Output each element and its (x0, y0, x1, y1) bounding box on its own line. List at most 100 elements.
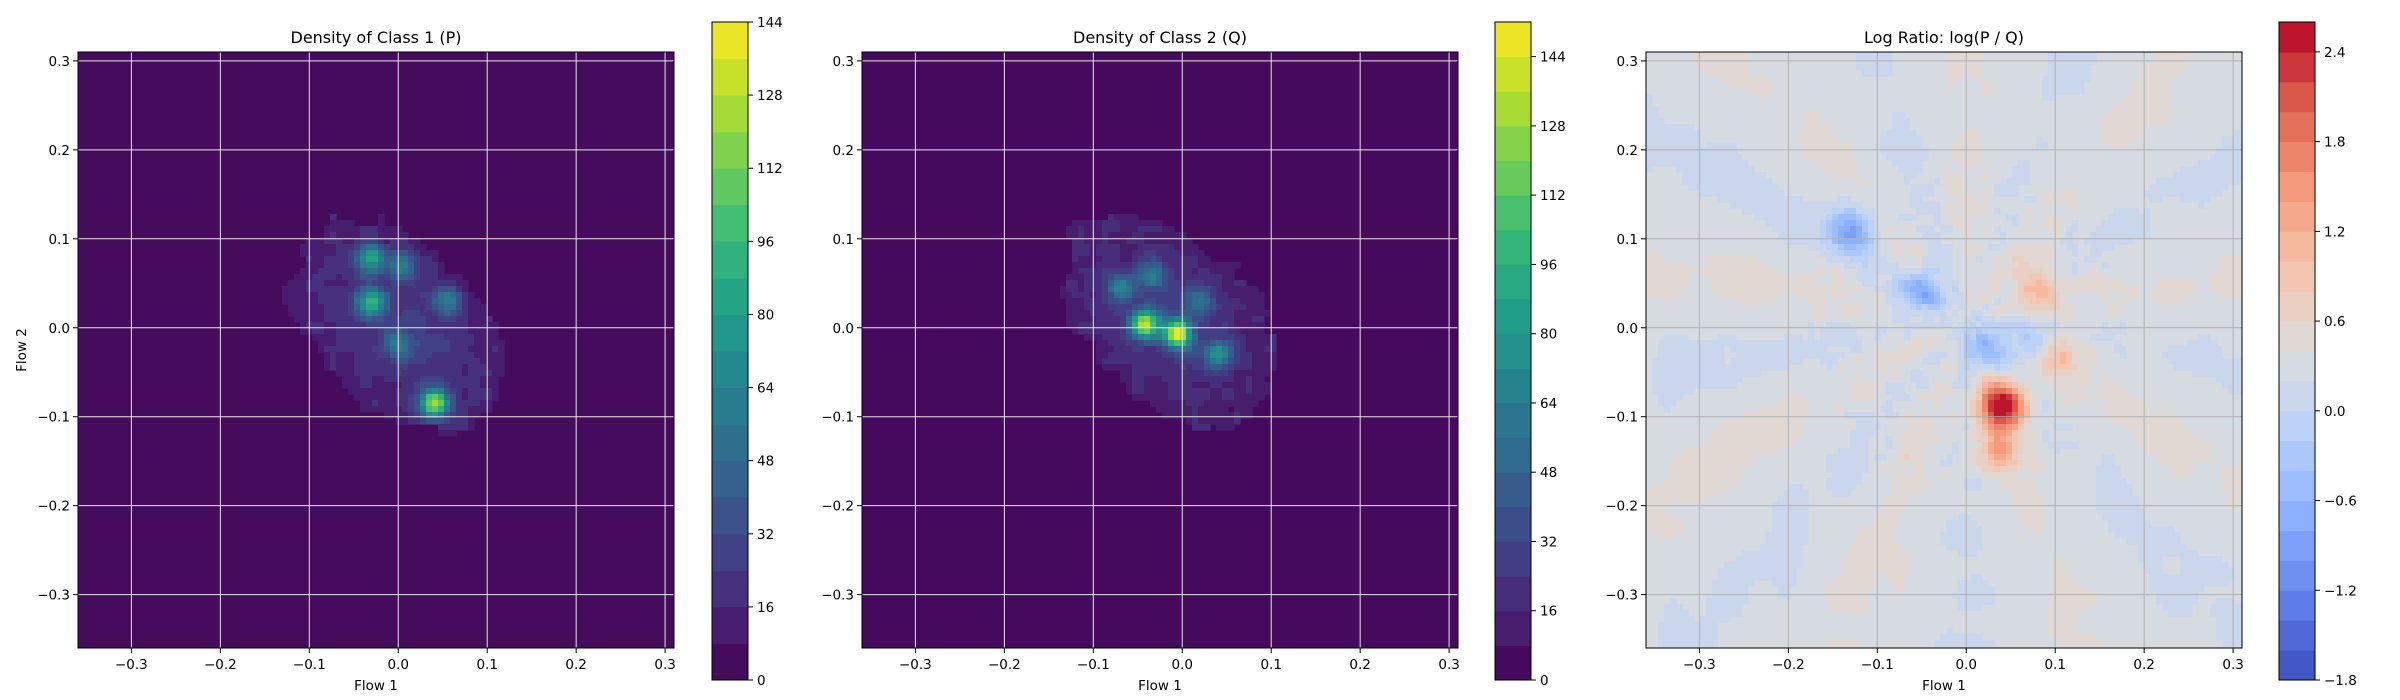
colorbar-segment (712, 277, 748, 315)
colorbar-tick-label: 1.2 (2324, 224, 2345, 240)
colorbar-tick-label: 0 (1540, 673, 1549, 689)
x-tick-label: 0.2 (2133, 657, 2154, 673)
axes-frame (861, 51, 1459, 649)
colorbar-segment (1495, 264, 1531, 300)
colorbar-segment (2279, 530, 2315, 561)
colorbar-tick-label: 16 (757, 600, 774, 616)
colorbar-tick-label: −0.6 (2324, 494, 2357, 510)
y-tick-label: 0.1 (833, 232, 854, 248)
colorbar: 0 16 32 48 64 80 96 112 128 144 (711, 15, 783, 689)
y-tick-label: −0.2 (821, 499, 854, 515)
colorbar-segment (712, 606, 748, 644)
colorbar-segment (1495, 333, 1531, 369)
x-tick-label: −0.2 (988, 657, 1021, 673)
axes-frame (77, 51, 675, 649)
y-tick-label: 0.2 (1617, 143, 1638, 159)
colorbar-segment (712, 460, 748, 498)
x-axis-label: Flow 1 (1922, 678, 1966, 694)
x-tick-label: −0.2 (1772, 657, 1805, 673)
y-tick-label: 0.1 (1617, 232, 1638, 248)
colorbar-segment (712, 22, 748, 60)
x-tick-label: −0.1 (293, 657, 326, 673)
x-tick-label: −0.3 (1683, 657, 1716, 673)
colorbar-segment (1495, 576, 1531, 612)
colorbar-segment (712, 533, 748, 571)
x-axis-label: Flow 1 (354, 678, 398, 694)
colorbar-segment (1495, 402, 1531, 439)
colorbar-segment (1495, 160, 1531, 196)
x-tick-label: 0.3 (654, 657, 675, 673)
colorbar-segment (2279, 380, 2315, 412)
x-tick-label: 0.1 (1260, 657, 1281, 673)
colorbar-tick-label: 2.4 (2324, 45, 2345, 61)
colorbar-segment (712, 95, 748, 133)
colorbar-segment (2279, 81, 2315, 113)
contour-field (1646, 52, 2242, 648)
colorbar-tick-label: −1.2 (2324, 583, 2357, 599)
colorbar-segment (2279, 261, 2315, 292)
contour-field (862, 52, 1458, 648)
colorbar-segment (1495, 368, 1531, 404)
colorbar-tick-label: 144 (1540, 50, 1566, 66)
colorbar-segment (2279, 560, 2315, 591)
colorbar-segment (1495, 299, 1531, 335)
y-tick-label: −0.3 (1605, 588, 1638, 604)
colorbar-tick-label: 112 (757, 161, 783, 177)
colorbar-tick-label: 1.8 (2324, 135, 2345, 151)
x-tick-label: 0.0 (1955, 657, 1976, 673)
y-tick-label: −0.2 (37, 499, 70, 515)
colorbar-segment (712, 204, 748, 242)
colorbar-tick-label: 48 (1540, 465, 1557, 481)
colorbar-segment (2279, 111, 2315, 143)
colorbar-segment (2279, 590, 2315, 621)
colorbar-segment (712, 497, 748, 535)
colorbar-segment (712, 424, 748, 462)
colorbar-tick-label: 0.6 (2324, 314, 2345, 330)
colorbar-segment (2279, 231, 2315, 262)
y-tick-label: −0.3 (821, 588, 854, 604)
colorbar-tick-label: 96 (757, 234, 774, 250)
colorbar-tick-label: 144 (757, 15, 783, 31)
x-tick-label: 0.3 (1438, 657, 1459, 673)
x-tick-label: −0.1 (1077, 657, 1110, 673)
x-tick-label: −0.1 (1861, 657, 1894, 673)
colorbar-segment (1495, 506, 1531, 542)
colorbar-tick-label: −1.8 (2324, 673, 2357, 689)
x-tick-label: 0.0 (387, 657, 408, 673)
colorbar-tick-label: 32 (1540, 534, 1557, 550)
colorbar-segment (1495, 437, 1531, 473)
colorbar: 0 16 32 48 64 80 96 112 128 144 (1494, 21, 1566, 689)
x-tick-label: −0.2 (204, 657, 237, 673)
y-tick-label: 0.0 (49, 321, 70, 337)
colorbar-segment (2279, 410, 2315, 442)
x-tick-label: 0.1 (476, 657, 497, 673)
colorbar-tick-label: 16 (1540, 604, 1557, 620)
colorbar-tick-label: 128 (1540, 119, 1566, 135)
colorbar-segment (712, 643, 748, 681)
colorbar-frame (711, 21, 749, 681)
colorbar-tick-label: 32 (757, 527, 774, 543)
colorbar-frame (1494, 21, 1532, 681)
colorbar-tick-label: 80 (757, 307, 774, 323)
colorbar-segment (2279, 22, 2315, 53)
colorbar-segment (712, 314, 748, 352)
colorbar-tick-label: 96 (1540, 257, 1557, 273)
x-tick-label: 0.0 (1171, 657, 1192, 673)
colorbar-tick-label: 112 (1540, 188, 1566, 204)
colorbar-segment (2279, 321, 2315, 352)
colorbar-segment (2279, 291, 2315, 322)
chart-title: Density of Class 1 (P) (291, 28, 462, 47)
colorbar-segment (2279, 201, 2315, 232)
x-tick-label: 0.3 (2222, 657, 2243, 673)
x-tick-label: 0.2 (1349, 657, 1370, 673)
colorbar-segment (2279, 141, 2315, 173)
y-tick-label: 0.2 (49, 143, 70, 159)
axes-frame (1645, 51, 2243, 649)
y-tick-label: −0.3 (37, 588, 70, 604)
panel-3: −0.3 −0.2 −0.1 0.0 0.1 0.2 0.3 −0.3 −0.2 −0.1 0.0 0… (1605, 21, 2357, 694)
colorbar-tick-label: 0 (757, 673, 766, 689)
colorbar-tick-label: 0.0 (2324, 404, 2345, 420)
colorbar-segment (712, 570, 748, 608)
y-axis-label: Flow 2 (14, 328, 30, 372)
